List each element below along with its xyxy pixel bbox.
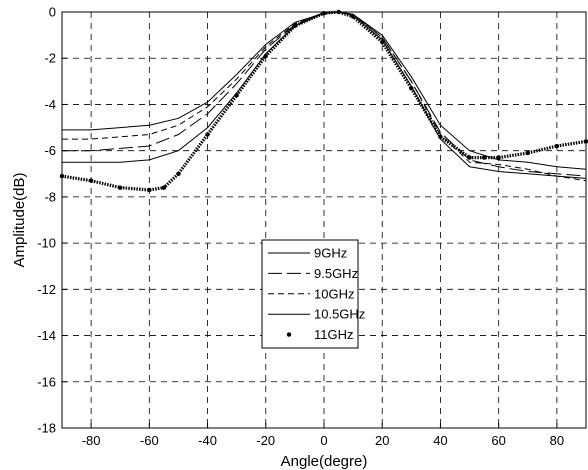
- series-point: [554, 143, 560, 149]
- series-point: [409, 86, 414, 91]
- series-point: [205, 132, 210, 137]
- x-tick-label: -20: [256, 433, 275, 448]
- series-point: [292, 23, 298, 29]
- y-tick-label: -10: [37, 236, 56, 251]
- x-tick-label: 20: [375, 433, 389, 448]
- x-tick-label: -40: [198, 433, 217, 448]
- legend-label: 9GHz: [314, 246, 347, 261]
- legend: 9GHz 9.5GHz 10GHz 10.5GHz 11GHz: [261, 239, 365, 349]
- y-axis-label: Amplitude(dB): [11, 172, 28, 267]
- x-tick-label: 80: [550, 433, 564, 448]
- y-tick-label: -6: [44, 143, 56, 158]
- series-point: [176, 171, 181, 176]
- y-tick-label: -12: [37, 282, 56, 297]
- series-point: [496, 155, 501, 160]
- series-line: [62, 11, 587, 177]
- y-tick-label: 0: [49, 5, 56, 20]
- legend-item: 9.5GHz: [268, 266, 358, 281]
- series-point: [161, 185, 167, 190]
- legend-item: 11GHz: [286, 327, 354, 342]
- grid: [62, 12, 586, 428]
- x-tick-label: -80: [82, 433, 101, 448]
- y-tick-label: -16: [37, 374, 56, 389]
- legend-item: 9GHz: [268, 246, 347, 261]
- x-tick-label: -60: [140, 433, 159, 448]
- series-point: [263, 53, 268, 59]
- legend-label: 9.5GHz: [314, 266, 358, 281]
- series-point: [467, 155, 472, 160]
- series-line: [61, 10, 587, 192]
- x-axis-label: Angle(degre): [281, 453, 368, 470]
- series-9.5GHz: [62, 11, 587, 177]
- series-point: [380, 39, 385, 45]
- y-tick-label: -4: [44, 97, 56, 112]
- series-point: [350, 14, 356, 19]
- series-point: [234, 93, 239, 98]
- x-tick-label: 40: [433, 433, 447, 448]
- legend-item: 10GHz: [268, 286, 354, 301]
- series-point: [525, 150, 530, 156]
- legend-label: 10GHz: [314, 286, 354, 301]
- x-tick-label: 60: [491, 433, 505, 448]
- legend-marker: [286, 332, 292, 337]
- series-point: [438, 134, 443, 139]
- y-tick-label: -18: [37, 421, 56, 436]
- legend-label: 10.5GHz: [314, 307, 365, 322]
- series-11GHz: [59, 9, 588, 193]
- y-tick-label: -14: [37, 328, 56, 343]
- y-tick-label: -2: [44, 51, 56, 66]
- legend-label: 11GHz: [314, 327, 354, 342]
- y-tick-label: -8: [44, 189, 56, 204]
- series-point: [88, 178, 94, 183]
- x-tick-label: 0: [320, 433, 327, 448]
- series-point: [147, 187, 152, 193]
- series-point: [481, 155, 487, 160]
- series-layer: [59, 9, 588, 193]
- series-point: [118, 185, 123, 190]
- ticks: -80 -60 -40 -20 0 20 40 60 80 0 -2 -4 -6 -8 -10 -12 -14 -…: [37, 5, 564, 449]
- legend-item: 10.5GHz: [268, 307, 365, 322]
